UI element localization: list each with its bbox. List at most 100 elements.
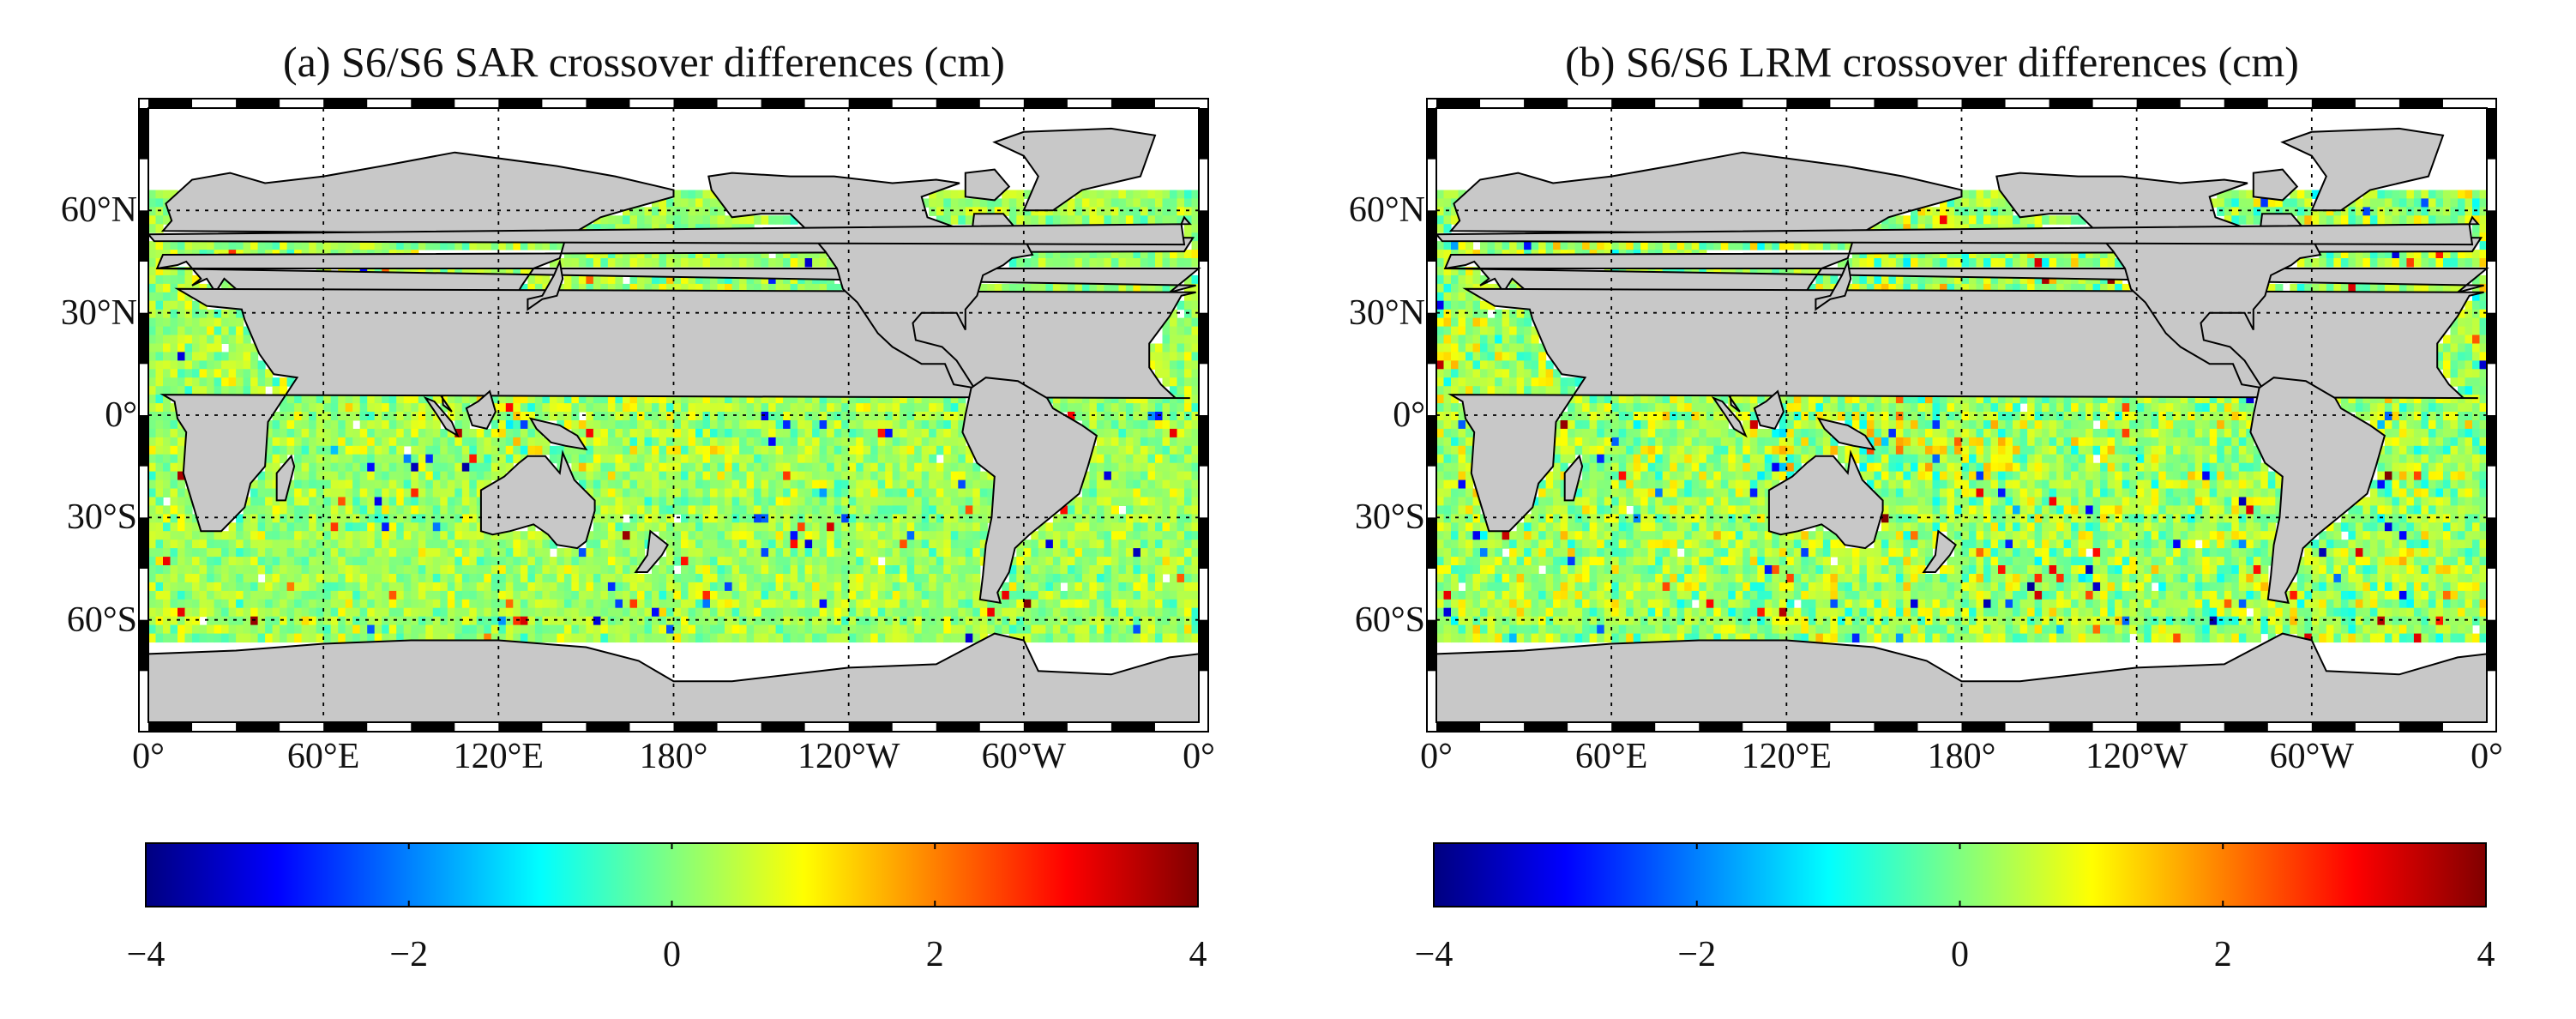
- data-cell: [1133, 582, 1141, 592]
- data-cell: [827, 420, 835, 430]
- data-cell: [418, 557, 426, 566]
- data-cell: [754, 565, 762, 575]
- data-cell: [644, 616, 653, 626]
- data-cell: [1170, 395, 1178, 404]
- data-cell: [754, 420, 762, 430]
- data-cell: [1147, 514, 1156, 523]
- data-cell: [367, 633, 376, 643]
- data-cell: [382, 522, 390, 532]
- data-cell: [885, 403, 894, 413]
- data-cell: [1670, 241, 1678, 250]
- data-cell: [2282, 207, 2290, 216]
- data-cell: [688, 462, 696, 473]
- data-cell: [316, 514, 324, 523]
- data-cell: [958, 454, 966, 464]
- data-cell: [1147, 565, 1156, 575]
- data-cell: [717, 590, 725, 600]
- data-cell: [652, 574, 660, 583]
- data-cell: [513, 582, 521, 592]
- data-cell: [1045, 283, 1054, 293]
- data-cell: [2333, 215, 2342, 225]
- data-cell: [1008, 565, 1017, 575]
- data-cell: [586, 479, 594, 490]
- data-cell: [681, 403, 689, 413]
- data-cell: [593, 420, 601, 430]
- data-cell: [607, 437, 616, 447]
- data-cell: [425, 428, 434, 438]
- data-cell: [163, 590, 172, 600]
- data-cell: [739, 633, 748, 643]
- data-cell: [1060, 531, 1068, 540]
- data-cell: [1125, 283, 1134, 293]
- data-cell: [432, 454, 441, 464]
- data-cell: [1162, 343, 1171, 353]
- data-cell: [1052, 531, 1061, 540]
- data-cell: [163, 309, 172, 319]
- data-cell: [593, 624, 601, 635]
- data-cell: [790, 403, 798, 413]
- data-cell: [695, 565, 704, 575]
- data-cell: [454, 599, 463, 609]
- data-cell: [163, 471, 172, 481]
- data-cell: [731, 215, 740, 225]
- data-cell: [775, 479, 784, 490]
- data-cell: [148, 471, 157, 481]
- data-cell: [848, 574, 857, 583]
- data-cell: [754, 607, 762, 618]
- data-cell: [571, 574, 580, 583]
- data-cell: [1140, 395, 1148, 404]
- data-cell: [1125, 505, 1134, 515]
- data-cell: [418, 420, 426, 430]
- data-cell: [323, 497, 332, 506]
- data-cell: [761, 624, 769, 635]
- data-cell: [163, 360, 172, 370]
- data-cell: [2290, 190, 2298, 199]
- data-cell: [2224, 198, 2232, 208]
- data-cell: [382, 607, 390, 618]
- data-cell: [1830, 241, 1839, 250]
- data-cell: [359, 574, 368, 583]
- data-cell: [812, 395, 821, 404]
- data-cell: [695, 607, 704, 618]
- data-cell: [1008, 207, 1017, 216]
- data-cell: [607, 522, 616, 532]
- data-cell: [1998, 250, 2007, 259]
- data-cell: [979, 497, 988, 506]
- data-cell: [1096, 616, 1104, 626]
- landmass: [146, 215, 1192, 246]
- data-cell: [834, 420, 842, 430]
- data-cell: [2392, 258, 2400, 268]
- data-cell: [148, 317, 157, 328]
- data-cell: [943, 198, 952, 208]
- data-cell: [1191, 565, 1200, 575]
- data-cell: [885, 437, 894, 447]
- data-cell: [199, 335, 208, 344]
- data-cell: [623, 454, 631, 464]
- data-cell: [623, 462, 631, 473]
- data-cell: [877, 624, 886, 635]
- data-cell: [345, 428, 353, 438]
- data-cell: [155, 250, 164, 259]
- data-cell: [1954, 198, 1963, 208]
- data-cell: [228, 377, 237, 387]
- data-cell: [184, 352, 193, 361]
- data-cell: [761, 488, 769, 497]
- data-cell: [338, 616, 346, 626]
- data-cell: [775, 557, 784, 566]
- data-cell: [1443, 241, 1452, 250]
- data-cell: [644, 582, 653, 592]
- data-cell: [403, 267, 412, 276]
- data-cell: [534, 607, 543, 618]
- data-cell: [1052, 215, 1061, 225]
- data-cell: [1155, 488, 1164, 497]
- data-cell: [476, 462, 485, 473]
- data-cell: [513, 633, 521, 643]
- data-cell: [739, 505, 748, 515]
- data-cell: [936, 403, 944, 413]
- data-cell: [615, 548, 623, 558]
- data-cell: [644, 207, 653, 216]
- data-cell: [469, 565, 478, 575]
- data-cell: [178, 607, 186, 618]
- data-cell: [330, 462, 339, 473]
- data-cell: [542, 565, 551, 575]
